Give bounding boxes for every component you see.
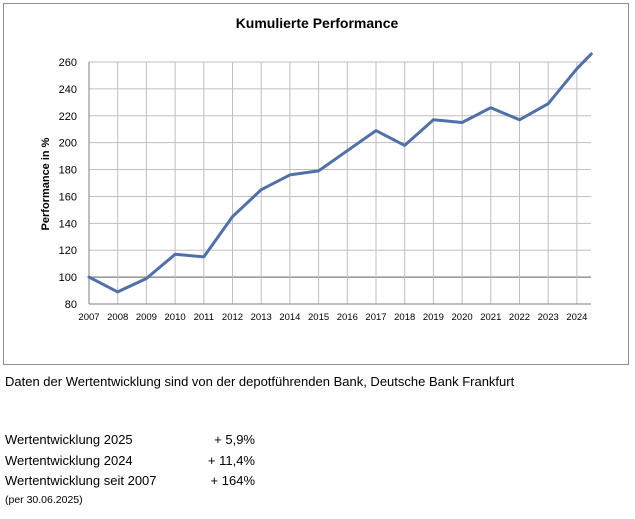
y-tick-label: 240 — [59, 84, 77, 96]
y-tick-label: 140 — [59, 218, 77, 230]
chart-frame: Kumulierte Performance 80 100 120 140 160 180… — [3, 3, 629, 365]
data-point — [317, 169, 320, 173]
y-tick-label: 80 — [65, 299, 77, 311]
performance-label: Wertentwicklung seit 2007 — [5, 473, 157, 488]
performance-label: Wertentwicklung 2024 — [5, 453, 133, 468]
y-tick-label: 200 — [59, 138, 77, 150]
x-tick-label: 2019 — [423, 312, 444, 323]
data-point — [374, 129, 378, 132]
data-point — [575, 67, 579, 70]
x-tick-label: 2020 — [452, 312, 473, 323]
data-point — [202, 255, 205, 259]
data-point — [173, 253, 177, 256]
chart-title: Kumulierte Performance — [236, 15, 399, 31]
series-line — [87, 52, 593, 294]
data-point — [590, 52, 593, 56]
performance-label: Wertentwicklung 2025 — [5, 432, 133, 447]
source-note: Daten der Wertentwicklung sind von der d… — [5, 374, 515, 389]
x-tick-label: 2022 — [509, 312, 530, 323]
series — [87, 52, 593, 294]
x-axis-ticks: 2007 2008 2009 2010 2011 2012 2013 2014 2015 2016… — [78, 312, 587, 323]
x-tick-label: 2012 — [222, 312, 243, 323]
y-tick-label: 120 — [59, 245, 77, 257]
x-tick-label: 2010 — [165, 312, 186, 323]
y-axis-label: Performance in % — [40, 137, 52, 230]
data-point — [260, 188, 263, 191]
x-tick-label: 2021 — [480, 312, 501, 323]
data-point — [460, 121, 464, 124]
data-point — [432, 118, 435, 122]
x-tick-label: 2017 — [365, 312, 386, 323]
y-tick-label: 180 — [59, 165, 77, 177]
y-tick-label: 160 — [59, 191, 77, 203]
performance-value: + 5,9% — [214, 432, 255, 447]
grid — [88, 61, 591, 305]
data-point — [87, 275, 91, 279]
x-tick-label: 2023 — [538, 312, 559, 323]
data-point — [489, 106, 492, 109]
y-tick-label: 260 — [59, 57, 77, 69]
as-of-date: (per 30.06.2025) — [5, 494, 83, 506]
x-tick-label: 2008 — [107, 312, 128, 323]
y-axis-ticks: 80 100 120 140 160 180 200 220 240 260 — [59, 57, 77, 311]
x-tick-label: 2009 — [136, 312, 157, 323]
data-point — [547, 102, 550, 105]
x-tick-label: 2007 — [78, 312, 99, 323]
x-tick-label: 2016 — [337, 312, 358, 323]
performance-value: + 11,4% — [207, 453, 255, 468]
data-point — [231, 215, 234, 218]
x-tick-label: 2014 — [279, 312, 300, 323]
data-point — [403, 144, 406, 147]
data-point — [346, 149, 349, 152]
performance-chart: Kumulierte Performance 80 100 120 140 160 180… — [40, 15, 593, 323]
x-tick-label: 2018 — [394, 312, 415, 323]
data-point — [288, 173, 292, 177]
x-tick-label: 2015 — [308, 312, 329, 323]
data-point — [116, 290, 119, 294]
y-tick-label: 100 — [59, 272, 77, 284]
performance-value: + 164% — [210, 473, 255, 488]
y-tick-label: 220 — [59, 111, 77, 123]
x-tick-label: 2011 — [194, 312, 214, 323]
x-tick-label: 2013 — [251, 312, 272, 323]
data-point — [145, 277, 148, 280]
x-tick-label: 2024 — [566, 312, 587, 323]
data-point — [518, 118, 521, 122]
